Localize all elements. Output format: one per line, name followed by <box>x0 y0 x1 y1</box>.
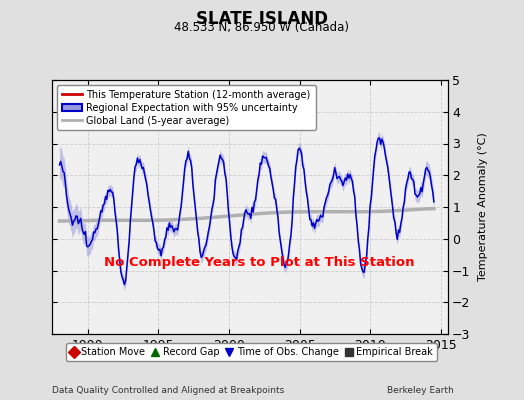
Legend: This Temperature Station (12-month average), Regional Expectation with 95% uncer: This Temperature Station (12-month avera… <box>57 85 315 130</box>
Text: Berkeley Earth: Berkeley Earth <box>387 386 453 395</box>
Text: SLATE ISLAND: SLATE ISLAND <box>196 10 328 28</box>
Text: 48.533 N, 86.950 W (Canada): 48.533 N, 86.950 W (Canada) <box>174 21 350 34</box>
Legend: Station Move, Record Gap, Time of Obs. Change, Empirical Break: Station Move, Record Gap, Time of Obs. C… <box>66 343 437 361</box>
Y-axis label: Temperature Anomaly (°C): Temperature Anomaly (°C) <box>477 133 487 281</box>
Text: Data Quality Controlled and Aligned at Breakpoints: Data Quality Controlled and Aligned at B… <box>52 386 285 395</box>
Text: No Complete Years to Plot at This Station: No Complete Years to Plot at This Statio… <box>104 256 414 269</box>
